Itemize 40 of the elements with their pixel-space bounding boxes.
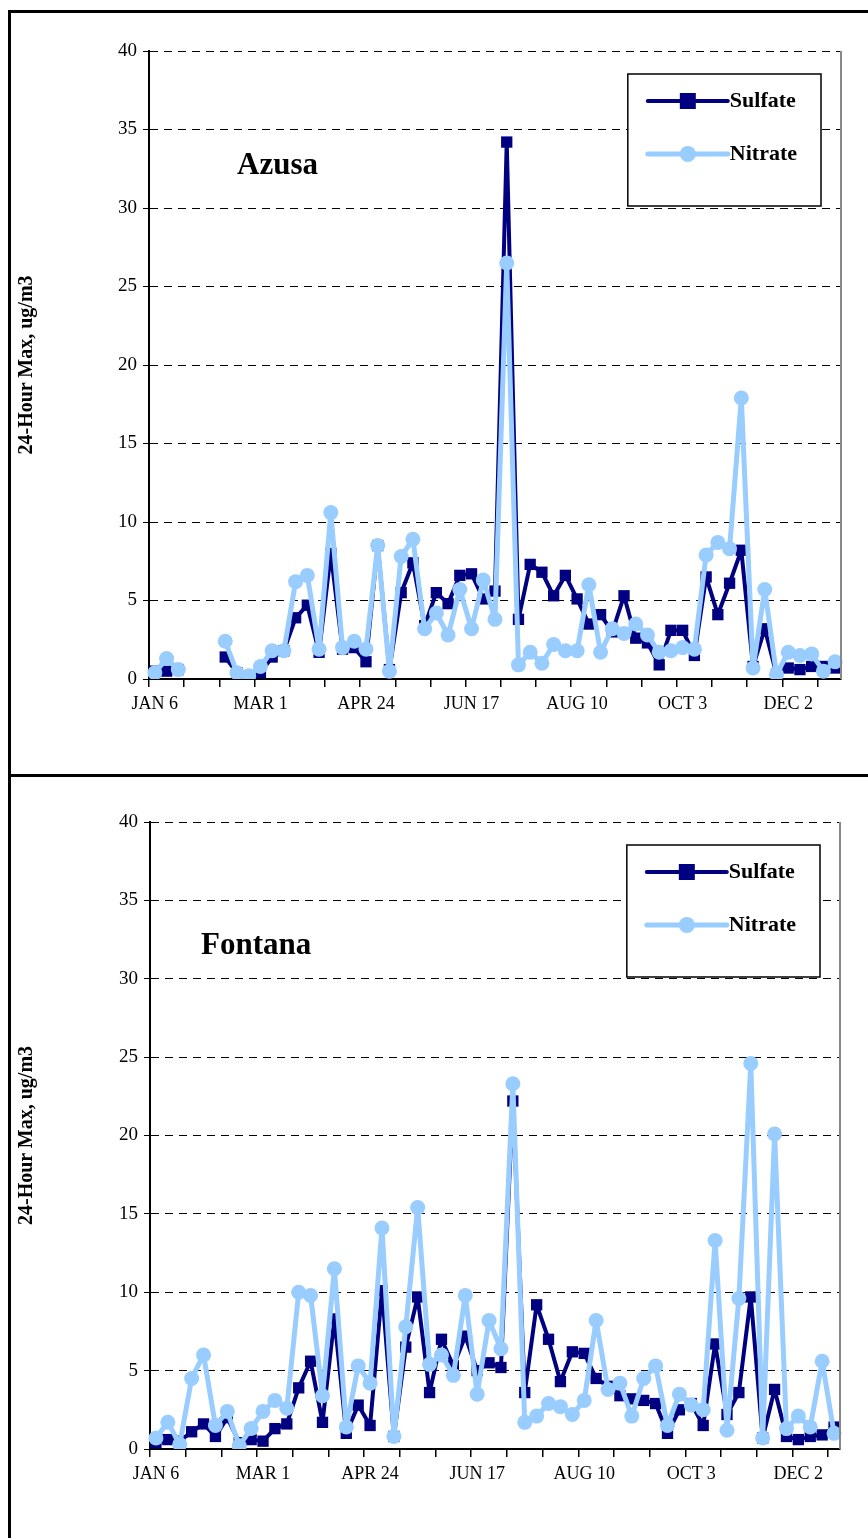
y-tick-label: 0 xyxy=(128,1436,138,1458)
y-axis-title: 24-Hour Max, ug/m3 xyxy=(14,275,38,455)
y-tick-label: 40 xyxy=(118,38,137,60)
legend-label: Nitrate xyxy=(728,910,797,936)
x-tick-label: DEC 2 xyxy=(773,1462,824,1483)
y-tick-label: 5 xyxy=(128,1358,138,1380)
x-tick-label: JUN 17 xyxy=(443,692,500,713)
y-tick-label: 30 xyxy=(119,966,138,988)
x-tick-label: OCT 3 xyxy=(658,692,708,713)
legend-label: Nitrate xyxy=(729,139,798,165)
x-tick-label: AUG 10 xyxy=(553,1462,615,1483)
x-tick-label: APR 24 xyxy=(341,1462,399,1483)
y-tick-label: 20 xyxy=(119,1123,138,1145)
x-tick-label: APR 24 xyxy=(337,692,395,713)
x-tick-label: OCT 3 xyxy=(666,1462,716,1483)
y-tick-label: 10 xyxy=(118,509,137,531)
text: Azusa xyxy=(237,146,319,181)
y-tick-label: 10 xyxy=(119,1280,138,1302)
x-tick-label: AUG 10 xyxy=(546,692,608,713)
legend-label: Sulfate xyxy=(729,86,797,112)
y-tick-label: 35 xyxy=(118,117,137,139)
y-tick-label: 40 xyxy=(119,809,138,831)
x-tick-label: DEC 2 xyxy=(763,692,813,713)
x-tick-label: JAN 6 xyxy=(132,1462,180,1483)
y-tick-label: 35 xyxy=(119,888,138,910)
y-tick-label: 15 xyxy=(119,1201,138,1223)
y-tick-label: 30 xyxy=(118,195,137,217)
x-tick-label: JAN 6 xyxy=(131,692,179,713)
y-tick-label: 5 xyxy=(127,588,137,610)
x-tick-label: MAR 1 xyxy=(233,692,288,713)
x-tick-label: MAR 1 xyxy=(235,1462,291,1483)
y-tick-label: 20 xyxy=(118,352,137,374)
text: Fontana xyxy=(201,926,312,961)
x-tick-label: JUN 17 xyxy=(449,1462,505,1483)
y-tick-label: 0 xyxy=(127,666,137,688)
y-tick-label: 15 xyxy=(118,431,137,453)
legend-label: Sulfate xyxy=(728,857,796,883)
y-axis-title: 24-Hour Max, ug/m3 xyxy=(14,1045,38,1226)
y-tick-label: 25 xyxy=(118,274,137,296)
y-tick-label: 25 xyxy=(119,1045,138,1067)
